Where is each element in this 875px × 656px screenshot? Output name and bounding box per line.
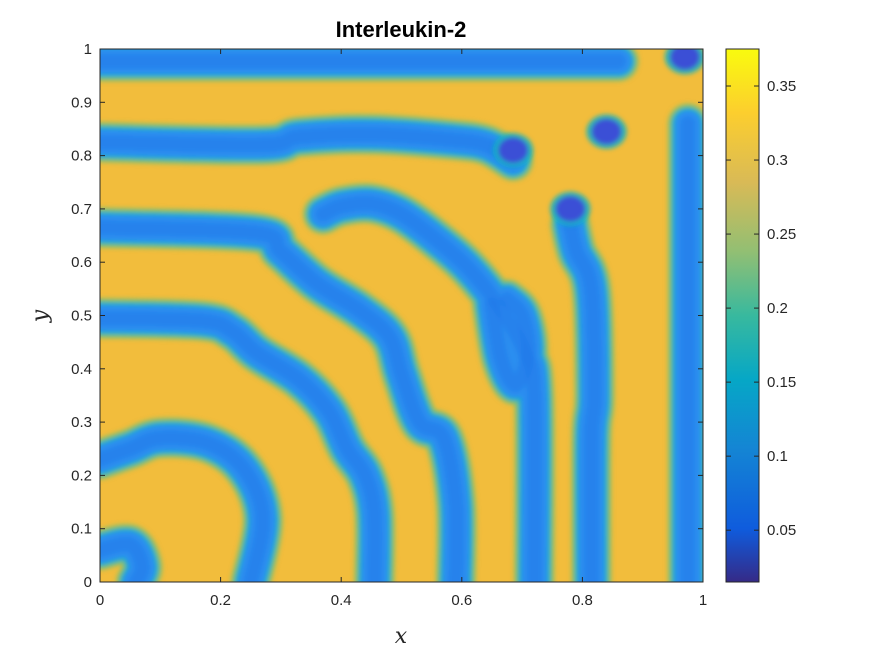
- x-axis-label: x: [395, 624, 408, 649]
- x-tick-label-3: 0.6: [451, 592, 472, 609]
- plot-area: [100, 49, 703, 582]
- x-tick-label-5: 1: [699, 592, 707, 609]
- y-tick-label-0: 0: [84, 574, 92, 591]
- colorbar-tick-label-5: 0.3: [767, 152, 788, 169]
- y-tick-label-2: 0.2: [71, 467, 92, 484]
- low-band-3-layer-3: [100, 311, 383, 582]
- colorbar-tick-label-4: 0.25: [767, 226, 796, 243]
- low-band-1-layer-3: [100, 127, 521, 168]
- low-band-9-layer-3: [484, 292, 536, 392]
- colorbar: [726, 49, 759, 582]
- colorbar-frame: [725, 48, 760, 583]
- y-tick-label-3: 0.3: [71, 414, 92, 431]
- y-tick-label-10: 1: [84, 41, 92, 58]
- colorbar-tick-label-0: 0.05: [767, 522, 796, 539]
- y-tick-label-6: 0.6: [71, 254, 92, 271]
- colorbar-tick-label-1: 0.1: [767, 448, 788, 465]
- low-blob-core-0: [498, 137, 529, 164]
- low-band-5-layer-3: [100, 537, 150, 582]
- y-tick-label-1: 0.1: [71, 521, 92, 538]
- y-tick-label-9: 0.9: [71, 94, 92, 111]
- low-band-7-layer-3: [563, 217, 602, 582]
- y-axis-label: y: [28, 309, 53, 323]
- colorbar-tick-label-2: 0.15: [767, 374, 796, 391]
- y-tick-label-5: 0.5: [71, 308, 92, 325]
- x-tick-label-0: 0: [96, 592, 104, 609]
- y-tick-label-8: 0.8: [71, 148, 92, 165]
- x-tick-label-1: 0.2: [210, 592, 231, 609]
- low-band-2-layer-3: [100, 220, 464, 582]
- x-tick-label-2: 0.4: [331, 592, 352, 609]
- low-blob-core-3: [555, 195, 586, 222]
- low-blob-core-1: [591, 118, 622, 145]
- x-tick-label-4: 0.8: [572, 592, 593, 609]
- low-band-6-layer-3: [316, 196, 542, 582]
- low-blob-core-2: [669, 49, 700, 70]
- low-band-4-layer-3: [100, 430, 270, 582]
- y-tick-label-7: 0.7: [71, 201, 92, 218]
- chart-title: Interleukin-2: [336, 17, 467, 42]
- colorbar-tick-label-3: 0.2: [767, 300, 788, 317]
- y-tick-label-4: 0.4: [71, 361, 92, 378]
- colorbar-tick-label-6: 0.35: [767, 78, 796, 95]
